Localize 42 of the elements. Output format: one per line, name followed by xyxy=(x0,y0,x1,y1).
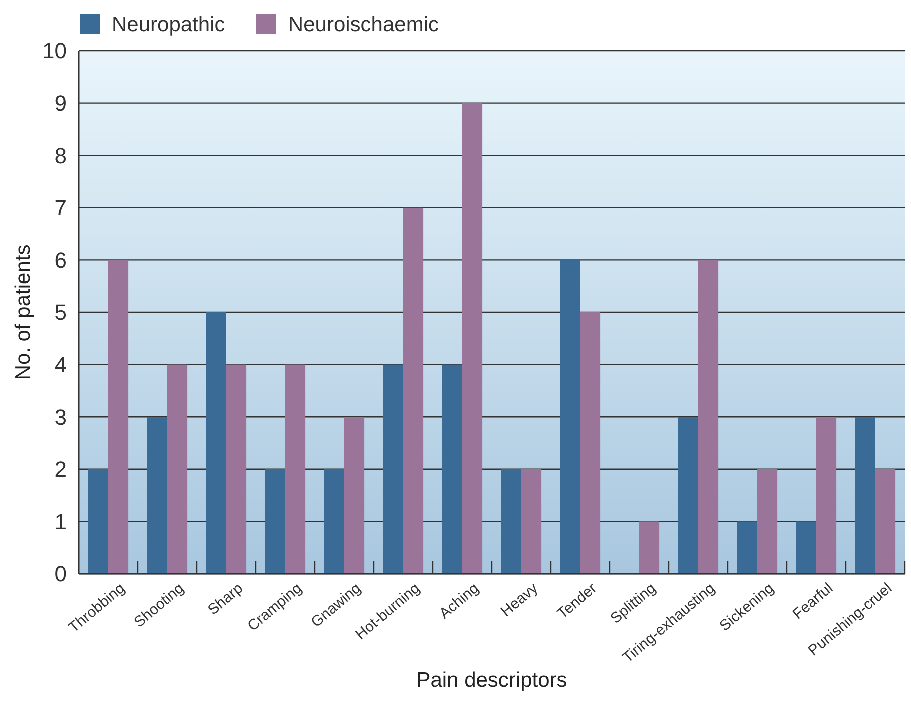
y-tick-label: 4 xyxy=(54,352,67,378)
bar xyxy=(796,522,816,574)
y-tick-label: 0 xyxy=(54,562,67,587)
bar xyxy=(147,417,168,574)
bar xyxy=(678,417,698,574)
legend-label: Neuropathic xyxy=(112,13,226,36)
y-tick-label: 1 xyxy=(54,509,67,534)
bar xyxy=(876,469,896,574)
bar xyxy=(344,417,365,574)
y-tick-label: 3 xyxy=(54,404,67,430)
bar xyxy=(462,103,483,574)
y-tick-label: 8 xyxy=(54,143,67,168)
y-tick-label: 7 xyxy=(54,196,67,221)
y-tick-label: 6 xyxy=(54,248,67,273)
y-tick-label: 5 xyxy=(54,300,67,326)
bar xyxy=(265,469,286,574)
bar xyxy=(383,364,404,574)
bar xyxy=(816,417,837,574)
y-axis-title: No. of patients xyxy=(12,244,35,380)
bar xyxy=(168,364,188,574)
bar xyxy=(640,522,660,574)
x-axis-title: Pain descriptors xyxy=(416,669,568,692)
bar xyxy=(206,312,226,574)
bar xyxy=(522,469,542,574)
y-tick-label: 9 xyxy=(54,91,67,116)
bar xyxy=(286,364,306,574)
bar xyxy=(698,260,719,574)
bar xyxy=(501,469,522,574)
legend-label: Neuroischaemic xyxy=(288,13,439,36)
bar xyxy=(108,260,129,574)
y-tick-label: 10 xyxy=(42,38,67,64)
y-tick-label: 2 xyxy=(54,457,67,482)
bar xyxy=(324,469,344,574)
bar xyxy=(580,312,601,574)
bar xyxy=(855,417,876,574)
bar xyxy=(404,208,424,574)
bar xyxy=(758,469,778,574)
bar xyxy=(442,364,462,574)
bar xyxy=(226,364,247,574)
bar xyxy=(737,522,758,574)
bar xyxy=(560,260,580,574)
bar xyxy=(88,469,108,574)
